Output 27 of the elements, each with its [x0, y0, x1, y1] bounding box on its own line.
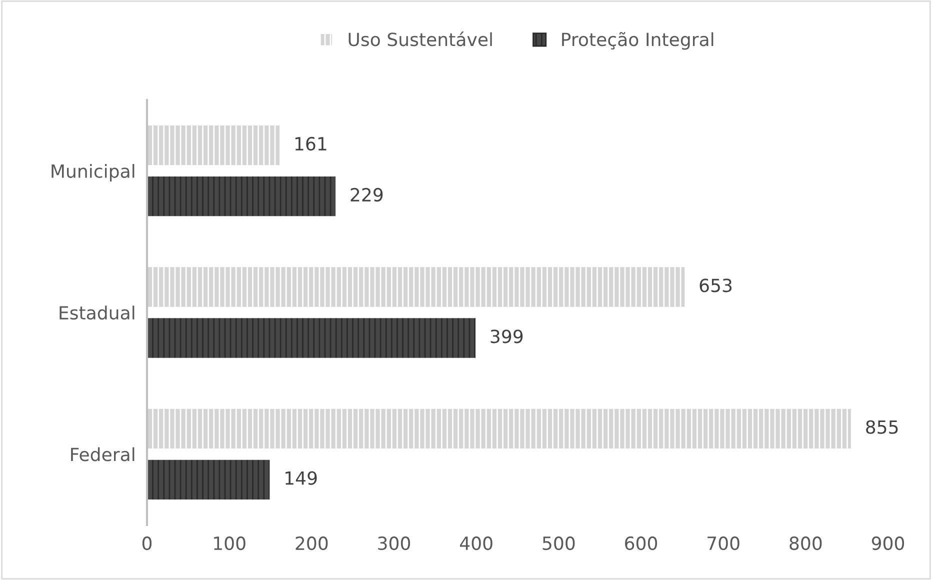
x-tick-label: 900 [872, 536, 904, 550]
y-tick-label: Federal [71, 447, 134, 462]
x-tick-label: 800 [790, 536, 822, 550]
bar [147, 318, 476, 358]
legend-label: Proteção Integral [562, 32, 714, 50]
x-tick-label: 0 [142, 536, 152, 550]
bar [147, 267, 685, 307]
legend-label: Uso Sustentável [348, 32, 492, 46]
x-tick-label: 500 [542, 536, 575, 550]
data-label: 149 [286, 471, 317, 485]
data-label: 855 [866, 420, 898, 434]
x-tick-label: 400 [460, 536, 492, 550]
y-tick-label: Municipal [52, 164, 134, 182]
x-tick-label: 100 [214, 536, 246, 550]
x-tick-label: 700 [708, 536, 740, 550]
y-tick-label: Estadual [60, 306, 134, 320]
bar [147, 408, 851, 448]
data-label: 653 [700, 278, 732, 292]
data-label: 161 [295, 136, 326, 151]
x-tick-label: 600 [625, 536, 658, 550]
data-label: 229 [350, 188, 383, 202]
bar [147, 460, 270, 500]
bar [147, 126, 280, 166]
bar [147, 176, 336, 216]
x-tick-label: 300 [378, 536, 410, 550]
x-tick-label: 200 [296, 536, 328, 550]
data-label: 399 [490, 330, 523, 344]
